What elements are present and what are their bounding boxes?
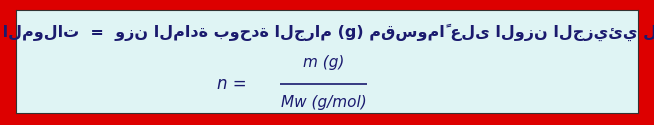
Text: Mw (g/mol): Mw (g/mol) [281, 95, 367, 110]
Text: m (g): m (g) [303, 55, 345, 70]
Text: ١) عدد المولات  =  وزن المادة بوحدة الجرام (g) مقسوماً على الوزن الجزيئي للمول: ١) عدد المولات = وزن المادة بوحدة الجرام… [0, 24, 654, 41]
Text: n =: n = [216, 75, 246, 93]
